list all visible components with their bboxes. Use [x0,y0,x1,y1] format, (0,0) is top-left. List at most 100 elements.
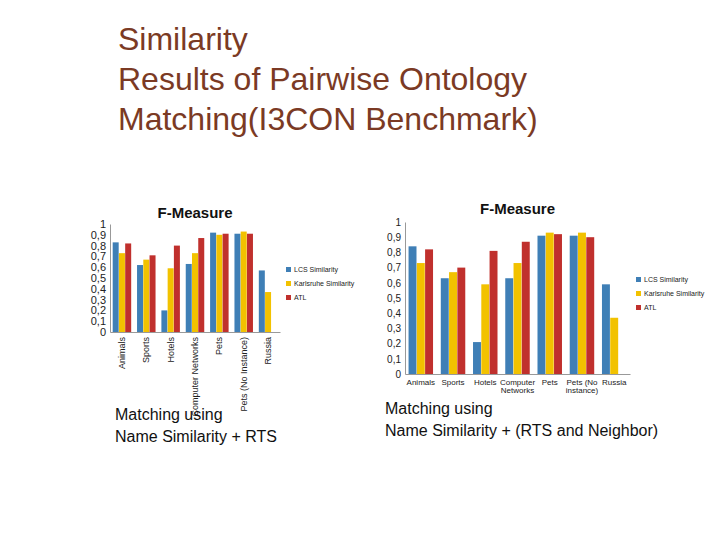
bar [514,263,522,374]
axis-line [406,374,631,375]
bars [113,232,271,332]
tick: 0,1 [387,354,405,365]
bar [417,263,425,374]
tick-label: 0,1 [91,315,106,327]
tick-label: 1 [100,218,106,230]
tick: 0,1 [91,315,110,327]
caption: Name Similarity + (RTS and Neighbor) [385,422,658,439]
tick-label: 0,7 [387,262,401,273]
tick-label: 0,7 [91,250,106,262]
tick: 0,5 [91,272,110,284]
tick-label: 0,6 [91,261,106,273]
category-label: Computer Networks [190,337,200,417]
tick: Hotels [166,332,176,363]
y-axis: 00,10,20,30,40,50,60,70,80,91 [387,217,405,380]
tick: 0,3 [91,294,110,306]
bar [186,264,192,332]
bar [143,260,149,332]
category-label: Sports [441,378,464,387]
tick: Pets (No Instance) [239,332,249,412]
bar [125,243,131,332]
bar [537,236,545,374]
bar [174,246,180,332]
tick-label: 0,8 [387,247,401,258]
category-label: Pets (No Instance) [239,337,249,412]
tick: Sports [141,332,151,363]
tick-label: 0,2 [91,304,106,316]
tick: 0,7 [387,262,405,273]
chart-title: F-Measure [480,200,555,217]
bar [425,249,433,374]
legend-label: Karlsruhe Similarity [644,290,705,298]
bar [490,251,498,374]
tick: 0,8 [91,240,110,252]
tick-label: 0,3 [91,294,106,306]
tick: 1 [395,217,405,228]
legend-label: Karlsruhe Similarity [294,280,355,288]
x-axis: AnimalsSportsHotelsComputer NetworksPets… [111,332,281,417]
bar [234,234,240,332]
slide-title: Results of Pairwise Ontology [118,61,527,97]
bar [241,232,247,332]
slide-title: Similarity [118,21,248,57]
bars [409,233,619,374]
bar [546,233,554,374]
caption: Matching using [385,400,493,417]
tick-label: 0,5 [91,272,106,284]
tick: Sports [441,374,464,387]
category-label: ComputerNetworks [500,378,535,396]
legend-label: LCS Similarity [294,266,338,274]
bar [113,242,119,332]
tick: 1 [100,218,110,230]
legend: LCS SimilarityKarlsruhe SimilarityATL [636,276,705,311]
x-axis: AnimalsSportsHotelsComputerNetworksPetsP… [406,374,631,395]
tick: 0,5 [387,293,405,304]
bar [481,284,489,374]
tick-label: 0 [395,369,401,380]
tick-label: 0,6 [387,278,401,289]
tick: Computer Networks [190,332,200,417]
tick: 0 [395,369,405,380]
tick-label: 0,9 [387,232,401,243]
legend-swatch [636,305,641,310]
tick: Hotels [474,374,497,387]
tick: 0 [100,326,110,338]
bar [505,278,513,374]
bar [441,278,449,374]
bar [570,236,578,374]
bar [161,310,167,332]
chart: 00,10,20,30,40,50,60,70,80,91AnimalsSpor… [91,204,355,445]
bar [210,233,216,332]
tick: 0,8 [387,247,405,258]
category-label: Pets [214,337,224,356]
bar [265,292,271,332]
caption: Matching using [115,406,223,423]
caption: Name Similarity + RTS [115,428,277,445]
tick: 0,3 [387,323,405,334]
legend-swatch [286,267,291,272]
tick-label: 0,4 [91,283,106,295]
tick-label: 1 [395,217,401,228]
category-label: Pets [542,378,558,387]
axis-line [111,332,281,333]
bar [409,246,417,374]
legend-label: ATL [294,294,306,301]
chart: 00,10,20,30,40,50,60,70,80,91AnimalsSpor… [385,200,705,439]
bar [457,268,465,374]
tick: Animals [407,374,435,387]
tick: 0,6 [387,278,405,289]
axis-line [405,223,406,375]
category-label: Hotels [474,378,497,387]
bar [198,238,204,332]
bar [602,284,610,374]
bar [473,342,481,374]
legend-swatch [636,277,641,282]
legend: LCS Similarity Karlsruhe Similarity ATL [286,266,355,301]
bar [554,234,562,374]
axis-line [110,225,111,333]
category-label: Russia [602,378,627,387]
tick-label: 0,8 [91,240,106,252]
tick: Pets [542,374,558,387]
tick-label: 0,1 [387,354,401,365]
tick-label: 0,4 [387,308,401,319]
